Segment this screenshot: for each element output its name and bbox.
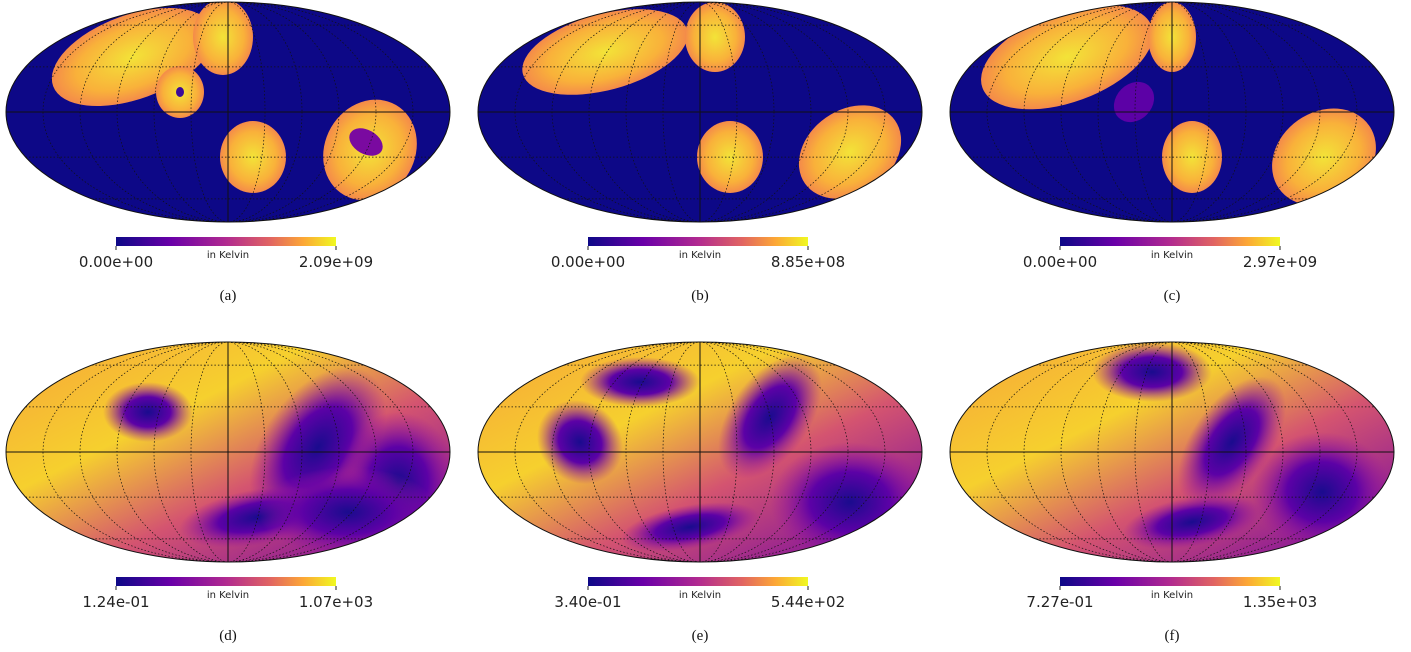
colorbar-max: 5.44e+02 <box>771 593 845 611</box>
colorbar <box>116 237 336 246</box>
panel-caption: (e) <box>692 628 709 644</box>
colorbar-min: 0.00e+00 <box>79 253 153 271</box>
map-region <box>770 442 930 562</box>
map-region <box>176 87 184 97</box>
sky-map <box>950 342 1394 562</box>
panel-caption: (b) <box>691 288 709 304</box>
colorbar <box>1060 577 1280 586</box>
colorbar-unit: in Kelvin <box>1151 590 1193 601</box>
colorbar-min: 0.00e+00 <box>1023 253 1097 271</box>
colorbar-unit: in Kelvin <box>1151 250 1193 261</box>
colorbar-min: 1.24e-01 <box>82 593 149 611</box>
map-region <box>258 467 438 557</box>
map-panel: 3.40e-01 5.44e+02 in Kelvin (e) <box>478 337 930 644</box>
sky-map <box>478 337 930 562</box>
colorbar-unit: in Kelvin <box>679 590 721 601</box>
colorbar <box>1060 237 1280 246</box>
map-panel: 0.00e+00 2.97e+09 in Kelvin (c) <box>950 0 1395 304</box>
map-region <box>1162 121 1222 193</box>
map-region <box>193 0 253 75</box>
map-panel: 1.24e-01 1.07e+03 in Kelvin (d) <box>6 342 458 644</box>
colorbar-unit: in Kelvin <box>207 250 249 261</box>
map-region <box>103 382 193 442</box>
map-region <box>1092 342 1212 402</box>
map-region <box>1252 432 1392 552</box>
panel-caption: (d) <box>219 628 237 644</box>
panel-caption: (f) <box>1165 628 1180 644</box>
colorbar-min: 3.40e-01 <box>554 593 621 611</box>
colorbar-max: 2.97e+09 <box>1243 253 1317 271</box>
map-region <box>580 357 700 407</box>
colorbar <box>116 577 336 586</box>
colorbar-unit: in Kelvin <box>207 590 249 601</box>
colorbar-min: 0.00e+00 <box>551 253 625 271</box>
panel-caption: (a) <box>220 288 237 304</box>
map-region <box>685 2 745 72</box>
sky-map <box>6 342 458 562</box>
colorbar-max: 1.07e+03 <box>299 593 373 611</box>
map-panel: 0.00e+00 8.85e+08 in Kelvin (b) <box>478 0 922 304</box>
colorbar <box>588 237 808 246</box>
panel-caption: (c) <box>1164 288 1181 304</box>
colorbar-max: 8.85e+08 <box>771 253 845 271</box>
colorbar-max: 1.35e+03 <box>1243 593 1317 611</box>
colorbar <box>588 577 808 586</box>
colorbar-min: 7.27e-01 <box>1026 593 1093 611</box>
map-panel: 7.27e-01 1.35e+03 in Kelvin (f) <box>950 342 1394 644</box>
figure: 0.00e+00 2.09e+09 in Kelvin (a) 0.00e+00 8.85… <box>0 0 1411 652</box>
colorbar-unit: in Kelvin <box>679 250 721 261</box>
map-panel: 0.00e+00 2.09e+09 in Kelvin (a) <box>6 0 450 304</box>
colorbar-max: 2.09e+09 <box>299 253 373 271</box>
